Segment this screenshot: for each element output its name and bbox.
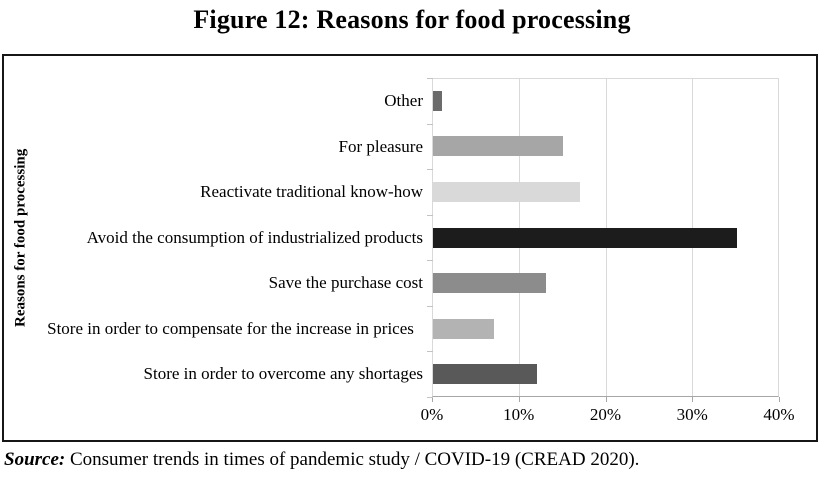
bar-row: Reactivate traditional know-how bbox=[4, 169, 779, 215]
bar bbox=[433, 90, 442, 111]
bar-row: Avoid the consumption of industrialized … bbox=[4, 215, 779, 261]
bar-row: Save the purchase cost bbox=[4, 260, 779, 306]
source-text: Consumer trends in times of pandemic stu… bbox=[65, 449, 640, 470]
bar bbox=[433, 136, 564, 157]
y-tick-mark bbox=[427, 214, 433, 216]
category-label: Save the purchase cost bbox=[268, 273, 423, 293]
bar-track bbox=[432, 169, 779, 215]
source-label: Source: bbox=[4, 449, 66, 470]
bar-track bbox=[432, 351, 779, 397]
bar bbox=[433, 273, 546, 294]
bar-track bbox=[432, 124, 779, 170]
x-axis: 0% 10% 20% 30% 40% bbox=[421, 405, 795, 429]
x-tick-mark bbox=[432, 397, 433, 402]
y-tick-mark bbox=[427, 123, 433, 125]
x-tick-label: 20% bbox=[589, 405, 622, 424]
chart-frame: Reasons for food processing Other For ple… bbox=[2, 54, 818, 442]
bar-track bbox=[432, 215, 779, 261]
bar-row: Other bbox=[4, 78, 779, 124]
x-tick-label: 30% bbox=[676, 405, 708, 424]
bar bbox=[433, 227, 737, 248]
x-tick-mark bbox=[605, 397, 607, 402]
bar-row: Store in order to compensate for the inc… bbox=[4, 306, 779, 352]
bar bbox=[433, 318, 494, 339]
bar-track bbox=[432, 306, 779, 352]
bar bbox=[433, 364, 538, 385]
bar-row: Store in order to overcome any shortages bbox=[4, 351, 779, 397]
bar-track bbox=[432, 78, 779, 124]
category-label: Avoid the consumption of industrialized … bbox=[86, 227, 423, 247]
category-label: Other bbox=[384, 91, 423, 111]
x-tick-label: 0% bbox=[420, 405, 444, 424]
x-tick-mark bbox=[692, 397, 694, 402]
category-label: For pleasure bbox=[338, 136, 423, 156]
category-label: Store in order to overcome any shortages bbox=[143, 364, 423, 384]
y-tick-mark bbox=[427, 305, 433, 307]
x-tick-label: 40% bbox=[763, 405, 795, 424]
y-tick-mark bbox=[427, 351, 433, 353]
y-tick-mark bbox=[427, 78, 433, 79]
bar-rows: Other For pleasure Reactivate traditional … bbox=[4, 78, 779, 397]
bar-row: For pleasure bbox=[4, 124, 779, 170]
y-tick-mark bbox=[427, 397, 433, 398]
category-label: Reactivate traditional know-how bbox=[200, 182, 423, 202]
category-label: Store in order to compensate for the inc… bbox=[47, 318, 414, 338]
x-tick-mark bbox=[518, 397, 520, 402]
bar bbox=[433, 181, 581, 202]
y-tick-mark bbox=[427, 169, 433, 171]
bar-track bbox=[432, 260, 779, 306]
source-note: Source: Consumer trends in times of pand… bbox=[4, 449, 639, 471]
chart-title: Figure 12: Reasons for food processing bbox=[193, 5, 631, 34]
y-tick-mark bbox=[427, 260, 433, 262]
x-tick-label: 10% bbox=[503, 405, 535, 424]
x-tick-mark bbox=[779, 397, 780, 402]
